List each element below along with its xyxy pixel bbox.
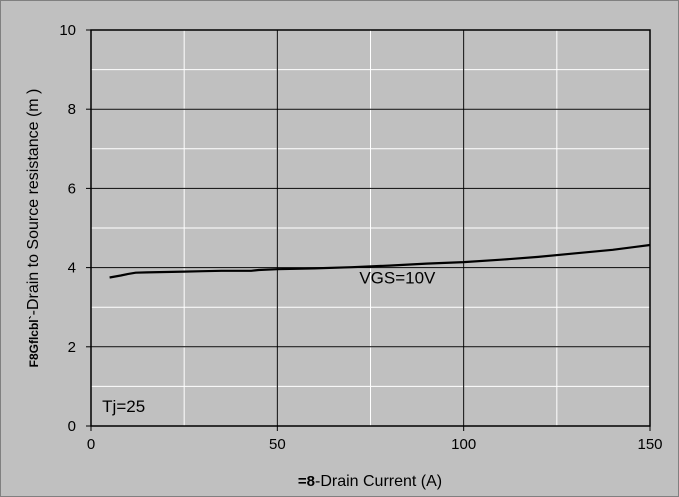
x-tick-label: 50 xyxy=(269,436,286,453)
y-tick-label: 10 xyxy=(59,22,76,39)
annotation-label: VGS=10V xyxy=(359,268,436,287)
axis-ticks xyxy=(86,29,651,431)
y-tick-label: 6 xyxy=(68,180,76,197)
x-axis-label: -Drain Current (A) xyxy=(315,473,442,490)
plot-border xyxy=(90,29,651,427)
series-line-rds-on xyxy=(109,243,651,279)
x-tick-label: 150 xyxy=(637,436,662,453)
x-tick-label: 100 xyxy=(451,436,476,453)
x-axis-symbol: =8 xyxy=(298,473,315,490)
y-tick-label: 2 xyxy=(68,339,76,356)
tick-labels: 0 50 100 150 0 2 4 6 8 10 xyxy=(59,22,662,453)
y-axis-symbol: F8Gflcbl` xyxy=(27,315,41,367)
y-tick-label: 8 xyxy=(68,101,76,118)
x-tick-label: 0 xyxy=(87,436,95,453)
annotations: VGS=10V Tj=25 xyxy=(102,268,436,416)
y-tick-label: 0 xyxy=(68,418,76,435)
y-tick-label: 4 xyxy=(68,260,76,277)
annotation-label: Tj=25 xyxy=(102,397,145,416)
x-axis-title: =8-Drain Current (A) xyxy=(298,473,442,490)
y-axis-title: F8Gflcbl`-Drain to Source resistance (m … xyxy=(25,89,42,368)
y-axis-label: -Drain to Source resistance (m ) xyxy=(25,89,42,316)
